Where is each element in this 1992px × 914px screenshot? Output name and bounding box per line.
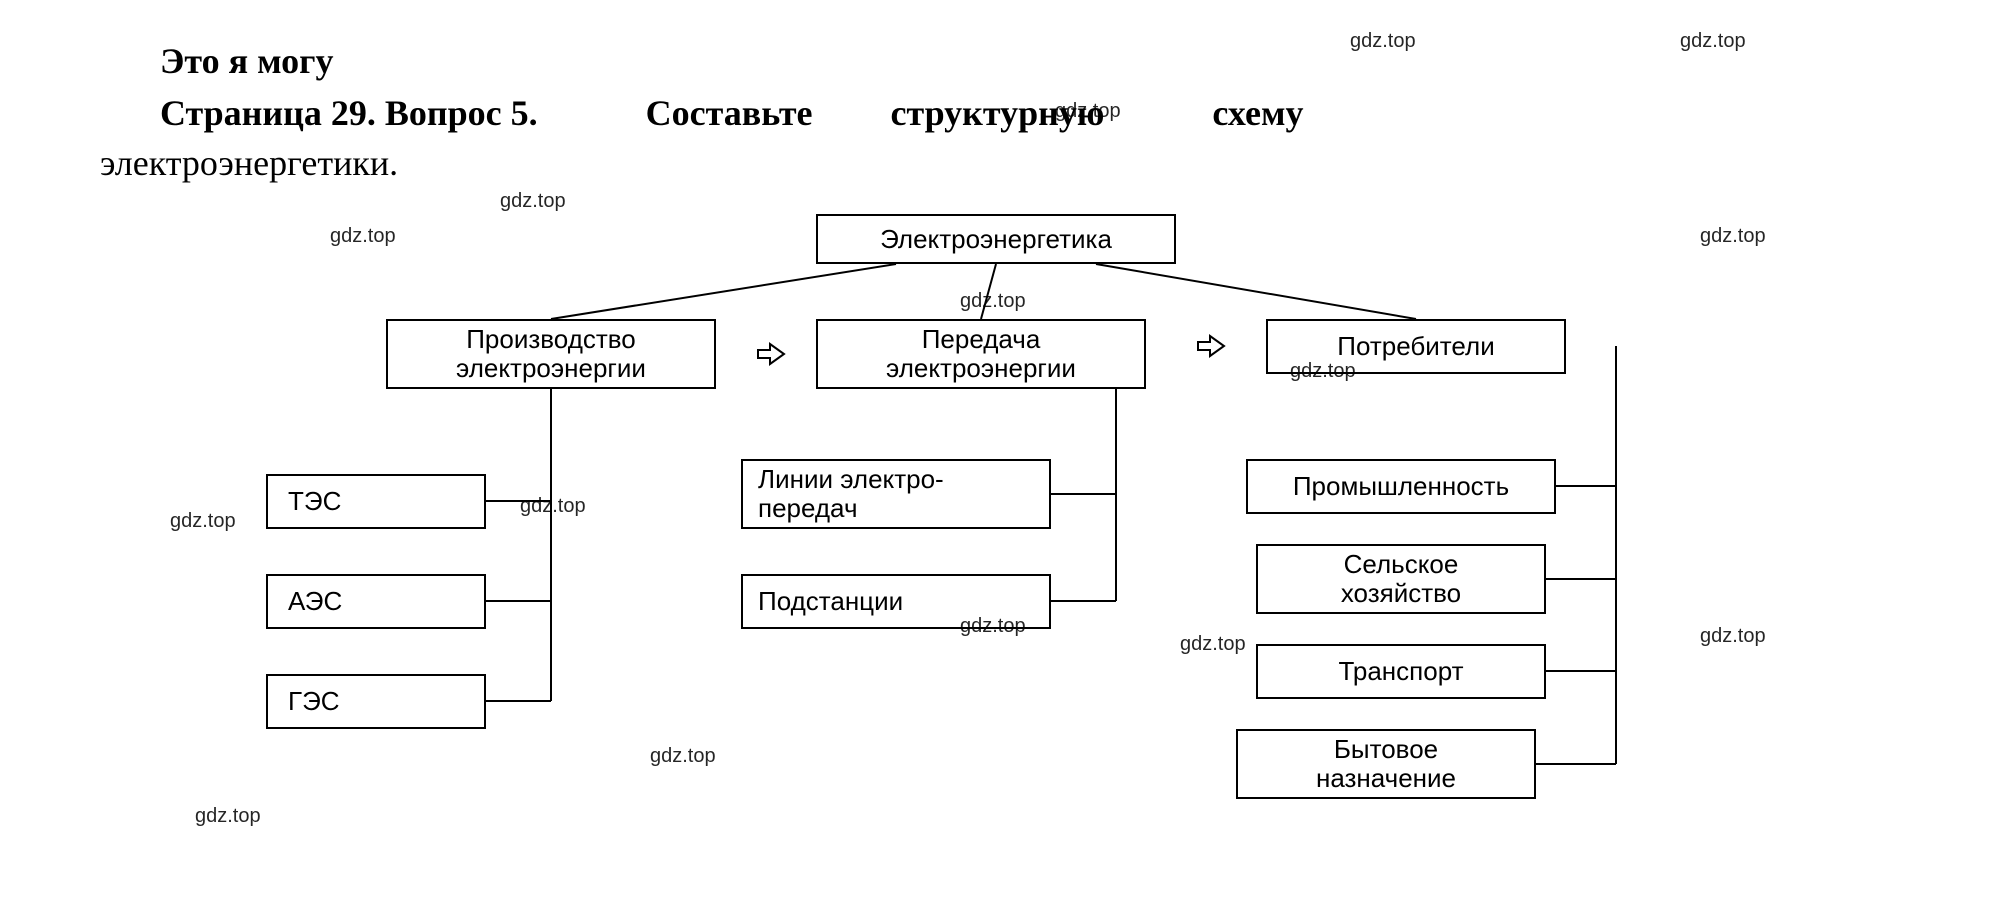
node-production: Производство электроэнергии [386,319,716,389]
watermark: gdz.top [960,615,1026,638]
node-root: Электроэнергетика [816,214,1176,264]
node-industry: Промышленность [1246,459,1556,514]
node-ges: ГЭС [266,674,486,729]
question-word-1: Составьте [646,93,813,133]
node-transfer: Передача электроэнергии [816,319,1146,389]
watermark: gdz.top [1055,100,1121,123]
heading: Это я могу [100,40,1892,82]
node-tes: ТЭС [266,474,486,529]
node-household: Бытовое назначение [1236,729,1536,799]
question-word-3: схему [1212,93,1303,133]
watermark: gdz.top [960,290,1026,313]
arrow-icon [1196,334,1226,358]
node-transport: Транспорт [1256,644,1546,699]
watermark: gdz.top [330,225,396,248]
watermark: gdz.top [500,190,566,213]
question-line-1: Страница 29. Вопрос 5. Составьте структу… [100,92,1892,134]
watermark: gdz.top [1350,30,1416,53]
question-bold: Страница 29. Вопрос 5. [160,93,538,133]
watermark: gdz.top [170,510,236,533]
watermark: gdz.top [1700,625,1766,648]
watermark: gdz.top [650,745,716,768]
watermark: gdz.top [1700,225,1766,248]
watermark: gdz.top [1290,360,1356,383]
node-agriculture: Сельское хозяйство [1256,544,1546,614]
node-lines: Линии электро- передач [741,459,1051,529]
watermark: gdz.top [1680,30,1746,53]
question-line-2: электроэнергетики. [100,142,1892,184]
watermark: gdz.top [1180,633,1246,656]
watermark: gdz.top [195,805,261,828]
watermark: gdz.top [520,495,586,518]
node-aes: АЭС [266,574,486,629]
arrow-icon [756,342,786,366]
